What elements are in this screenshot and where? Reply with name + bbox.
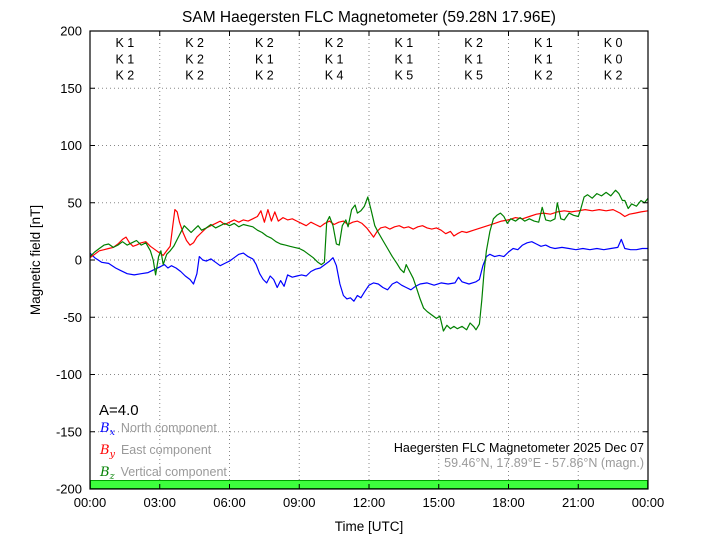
k-index-label: K 1	[534, 53, 553, 67]
series-line-by	[89, 209, 649, 259]
k-index-label: K 2	[255, 36, 274, 50]
k-index-label: K 0	[604, 53, 623, 67]
legend-symbol-bx: B	[99, 421, 110, 436]
y-tick-label: 150	[60, 81, 82, 96]
k-index-label: K 1	[394, 53, 413, 67]
series-line-bz	[89, 189, 649, 332]
k-index-label: K 1	[325, 53, 344, 67]
k-index-label: K 0	[604, 36, 623, 50]
y-tick-label: 0	[75, 253, 82, 268]
k-index-label: K 2	[185, 53, 204, 67]
k-index-label: K 1	[534, 36, 553, 50]
y-tick-label: -150	[56, 424, 82, 439]
x-tick-label: 00:00	[74, 495, 107, 510]
x-tick-label: 03:00	[143, 495, 176, 510]
k-index-label: K 2	[534, 69, 553, 83]
k-index-label: K 4	[325, 69, 344, 83]
x-tick-labels: 00:00 03:00 06:00 09:00 12:00 15:00 18:00 21:00…	[74, 495, 665, 510]
series-line-bx	[89, 238, 648, 302]
k-index-label: K 2	[185, 69, 204, 83]
x-tick-label: 09:00	[283, 495, 316, 510]
y-tick-labels: 200 150 100 50 0 -50 -100 -150 -200	[56, 24, 82, 497]
legend-label-vertical: Vertical component	[121, 465, 228, 479]
series-lines	[89, 189, 649, 332]
k-index-label: K 5	[394, 69, 413, 83]
k-index-label: K 2	[185, 36, 204, 50]
k-index-label: K 1	[394, 36, 413, 50]
k-index-label: K 1	[115, 53, 134, 67]
y-tick-label: 200	[60, 24, 82, 39]
legend-item-north: Bx North component	[99, 421, 217, 438]
k-index-label: K 2	[464, 36, 483, 50]
grid-lines	[90, 31, 648, 489]
y-tick-label: 100	[60, 138, 82, 153]
y-tick-label: -50	[63, 310, 82, 325]
station-annotation-line2: 59.46°N, 17.89°E - 57.86°N (magn.)	[444, 456, 644, 470]
y-tick-label: -200	[56, 482, 82, 497]
k-index-label: K 2	[325, 36, 344, 50]
x-tick-label: 18:00	[492, 495, 525, 510]
y-tick-label: 50	[68, 195, 82, 210]
a-index-annotation: A=4.0	[99, 402, 139, 419]
x-axis-label: Time [UTC]	[335, 519, 404, 534]
y-tick-label: -100	[56, 367, 82, 382]
plot-frame	[89, 30, 649, 490]
x-tick-label: 00:00	[632, 495, 665, 510]
k-index-label: K 2	[255, 69, 274, 83]
station-annotation-line1: Haegersten FLC Magnetometer 2025 Dec 07	[394, 441, 644, 455]
k-index-label: K 2	[604, 69, 623, 83]
k-index-label: K 1	[464, 53, 483, 67]
x-tick-label: 06:00	[213, 495, 246, 510]
legend-symbol-bz: B	[99, 465, 110, 480]
y-axis-label: Magnetic field [nT]	[28, 205, 43, 315]
legend-label-east: East component	[121, 443, 212, 457]
legend-symbol-by: B	[99, 443, 110, 458]
k-index-labels: K 1 K 2 K 2 K 2 K 1 K 2 K 1 K 0 K 1 K 2 K 1 K 1 K 1 K…	[115, 36, 622, 83]
legend-label-north: North component	[121, 421, 217, 435]
k-index-label: K 1	[255, 53, 274, 67]
x-tick-label: 15:00	[422, 495, 455, 510]
k-index-label: K 2	[115, 69, 134, 83]
x-tick-label: 21:00	[562, 495, 595, 510]
k-index-label: K 1	[115, 36, 134, 50]
x-tick-label: 12:00	[353, 495, 386, 510]
chart-title: SAM Haegersten FLC Magnetometer (59.28N …	[182, 9, 556, 26]
legend-item-vertical: Bz Vertical component	[99, 465, 227, 482]
legend-item-east: By East component	[99, 443, 212, 460]
k-index-label: K 5	[464, 69, 483, 83]
